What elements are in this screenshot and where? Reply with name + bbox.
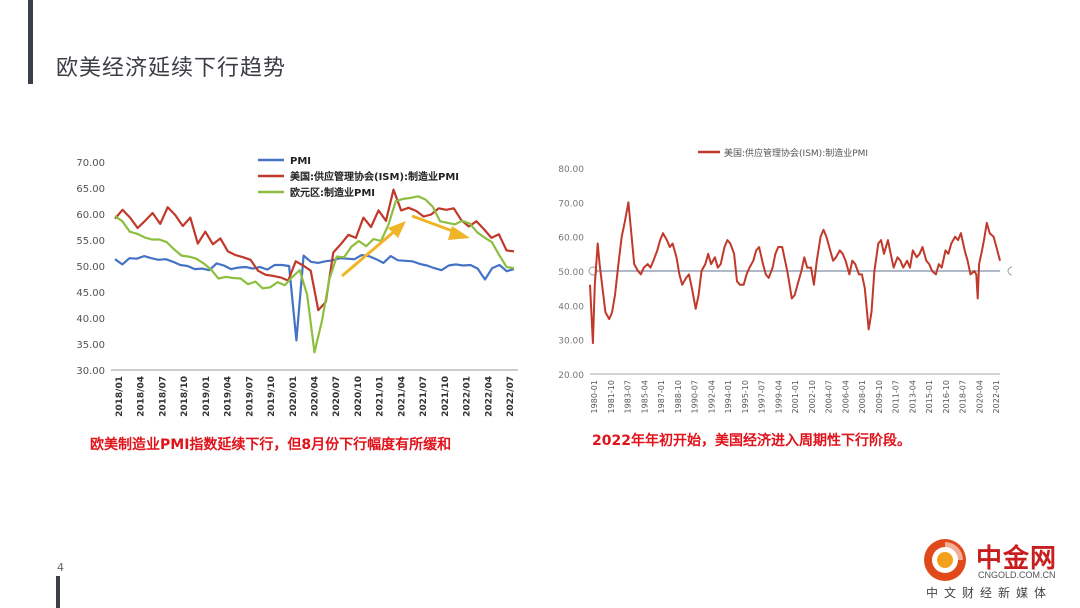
x-tick-label: 2018/01 [115,376,125,417]
y-tick-label: 40.00 [558,302,584,312]
x-tick-label: 2019/04 [224,376,234,417]
logo-mark-icon [924,539,966,581]
y-tick-label: 70.00 [558,199,584,209]
x-tick-label: 2013-04 [908,380,917,413]
y-tick-label: 80.00 [558,165,584,175]
x-tick-label: 2004-07 [825,380,834,413]
y-tick-label: 65.00 [76,184,105,195]
x-tick-label: 2022-01 [992,380,1001,413]
series-line-0 [589,201,1001,345]
x-tick-label: 2011-07 [892,380,901,413]
x-tick-label: 2021/10 [441,376,451,417]
caption-right: 2022年年初开始，美国经济进入周期性下行阶段。 [592,433,911,449]
x-tick-label: 1992-04 [707,380,716,413]
y-tick-label: 60.00 [76,210,105,221]
x-tick-label: 2019/01 [202,376,212,417]
x-tick-label: 1988-10 [674,380,683,413]
slide-title: 欧美经济延续下行趋势 [56,56,287,81]
x-tick-label: 2002-10 [808,380,817,413]
x-tick-label: 2008-01 [858,380,867,413]
y-tick-label: 35.00 [76,340,105,351]
x-tick-label: 2022/07 [506,376,516,417]
x-tick-label: 2019/07 [245,376,255,417]
threshold-end-marker [1007,266,1013,276]
legend-label-2: 欧元区:制造业PMI [290,186,375,199]
y-tick-label: 60.00 [558,234,584,244]
legend-label-0: 美国:供应管理协会(ISM):制造业PMI [724,147,868,159]
x-tick-label: 2019/10 [267,376,277,417]
page-number: 4 [57,561,64,574]
x-tick-label: 1999-04 [774,380,783,413]
x-tick-label: 2020/07 [332,376,342,417]
title-accent-bar [28,0,33,84]
series-line-0 [114,253,515,342]
x-tick-label: 2021/07 [419,376,429,417]
footer-accent-bar [56,576,60,608]
x-tick-label: 1987-01 [657,380,666,413]
x-tick-label: 1994-01 [724,380,733,413]
y-tick-label: 70.00 [76,158,105,169]
x-tick-label: 2015-01 [925,380,934,413]
x-tick-label: 1990-07 [691,380,700,413]
y-tick-label: 30.00 [76,366,105,377]
y-tick-label: 40.00 [76,314,105,325]
x-tick-label: 1997-07 [758,380,767,413]
x-tick-label: 2018/04 [137,376,147,417]
x-tick-label: 1985-04 [640,380,649,413]
ism-long-term-chart: 80.00 70.00 60.00 50.00 40.00 30.00 20.00 1980-… [558,147,1013,413]
down-arrow-shaft [411,214,459,235]
x-tick-label: 2022/04 [484,376,494,417]
legend-label-1: 美国:供应管理协会(ISM):制造业PMI [290,170,459,183]
x-tick-label: 2006-04 [841,380,850,413]
y-tick-label: 50.00 [558,268,584,278]
pmi-comparison-chart: 70.00 65.00 60.00 55.00 50.00 45.00 40.00 35.00… [76,156,518,417]
x-tick-label: 1995-10 [741,380,750,413]
logo-tagline: 中文财经新媒体 [926,586,1053,600]
x-tick-label: 1983-07 [624,380,633,413]
series-line-1 [114,188,515,312]
x-tick-label: 2018-07 [959,380,968,413]
y-tick-label: 55.00 [76,236,105,247]
y-tick-label: 30.00 [558,337,584,347]
x-tick-label: 2021/04 [397,376,407,417]
x-tick-label: 2009-10 [875,380,884,413]
x-tick-label: 2020/10 [354,376,364,417]
logo-url: CNGOLD.COM.CN [978,570,1056,580]
x-tick-label: 2020-04 [975,380,984,413]
x-tick-label: 2018/10 [180,376,190,417]
x-tick-label: 2001-01 [791,380,800,413]
y-tick-label: 20.00 [558,371,584,381]
x-tick-label: 2020/04 [311,376,321,417]
up-arrow-shaft [341,228,397,278]
up-arrow-head [388,221,406,238]
x-tick-label: 2018/07 [158,376,168,417]
y-tick-label: 45.00 [76,288,105,299]
x-tick-label: 2021/01 [376,376,386,417]
y-tick-label: 50.00 [76,262,105,273]
brand-logo: 中金网 CNGOLD.COM.CN 中文财经新媒体 [920,536,1070,602]
x-tick-label: 1980-01 [590,380,599,413]
down-arrow-head [448,226,470,240]
logo-name: 中金网 [976,544,1058,574]
x-tick-label: 2022/01 [463,376,473,417]
x-tick-label: 1981-10 [607,380,616,413]
x-tick-label: 2016-10 [942,380,951,413]
x-tick-label: 2020/01 [289,376,299,417]
series-line-2 [114,195,515,354]
legend-label-0: PMI [290,156,311,167]
caption-left: 欧美制造业PMI指数延续下行，但8月份下行幅度有所缓和 [90,437,452,453]
